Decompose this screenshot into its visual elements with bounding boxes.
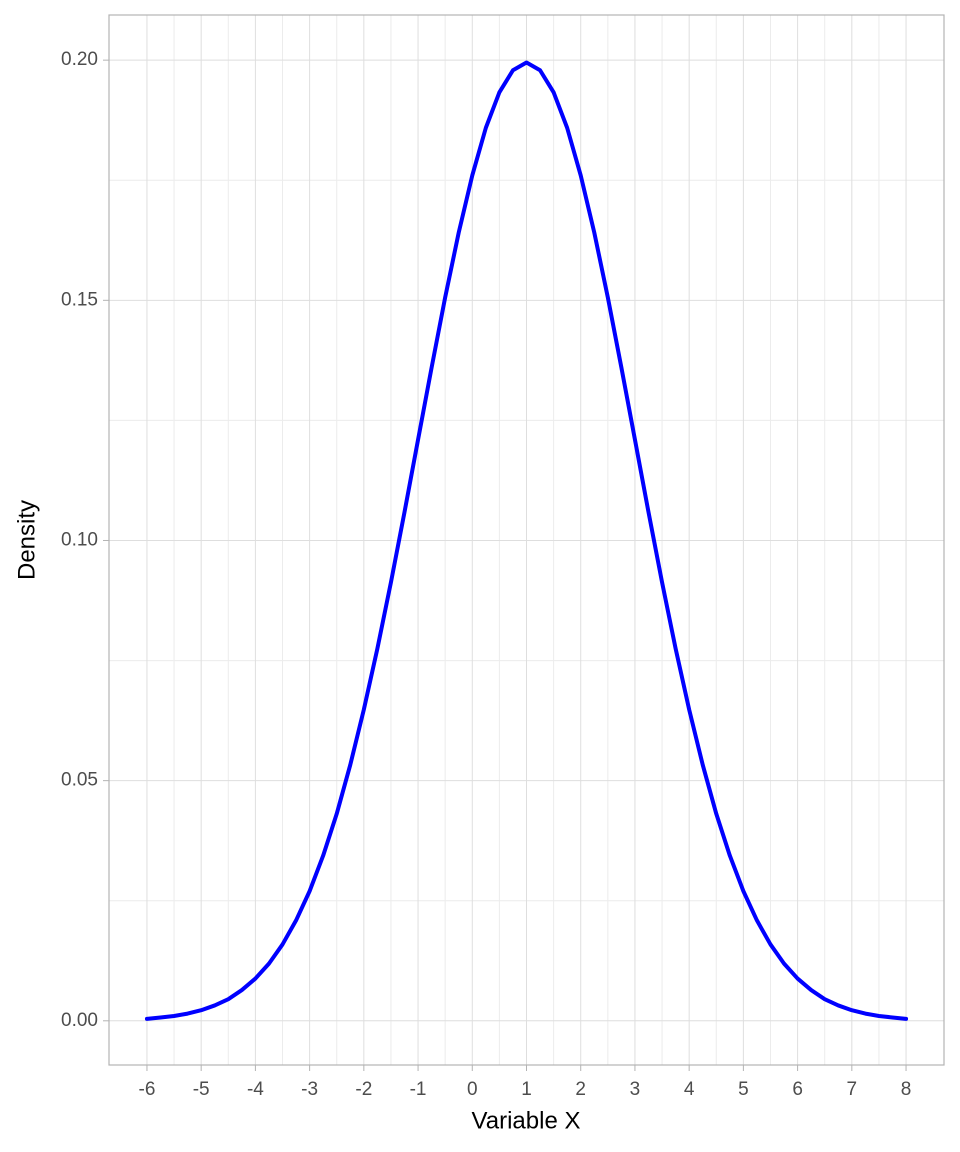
x-tick-label: -4: [247, 1079, 264, 1100]
y-tick-label: 0.20: [61, 49, 98, 70]
x-tick-label: 5: [738, 1079, 749, 1100]
density-line: [144, 60, 909, 1021]
panel-border: [108, 14, 945, 1066]
x-tick-label: 8: [901, 1079, 912, 1100]
y-tick-label: 0.10: [61, 529, 98, 550]
x-tick-label: 2: [575, 1079, 586, 1100]
x-axis-title: Variable X: [472, 1107, 581, 1134]
x-tick-label: 0: [467, 1079, 478, 1100]
x-tick-label: 6: [792, 1079, 803, 1100]
x-tick-label: 7: [847, 1079, 858, 1100]
x-tick-label: -3: [301, 1079, 318, 1100]
y-axis-title: Density: [13, 500, 40, 580]
x-tick-label: 4: [684, 1079, 695, 1100]
x-tick-label: -1: [410, 1079, 427, 1100]
x-tick-label: 3: [630, 1079, 641, 1100]
x-tick-label: -2: [355, 1079, 372, 1100]
x-tick-label: 1: [521, 1079, 532, 1100]
y-tick-label: 0.15: [61, 289, 98, 310]
x-tick-label: -5: [193, 1079, 210, 1100]
x-tick-label: -6: [139, 1079, 156, 1100]
y-tick-label: 0.00: [61, 1010, 98, 1031]
y-tick-label: 0.05: [61, 770, 98, 791]
